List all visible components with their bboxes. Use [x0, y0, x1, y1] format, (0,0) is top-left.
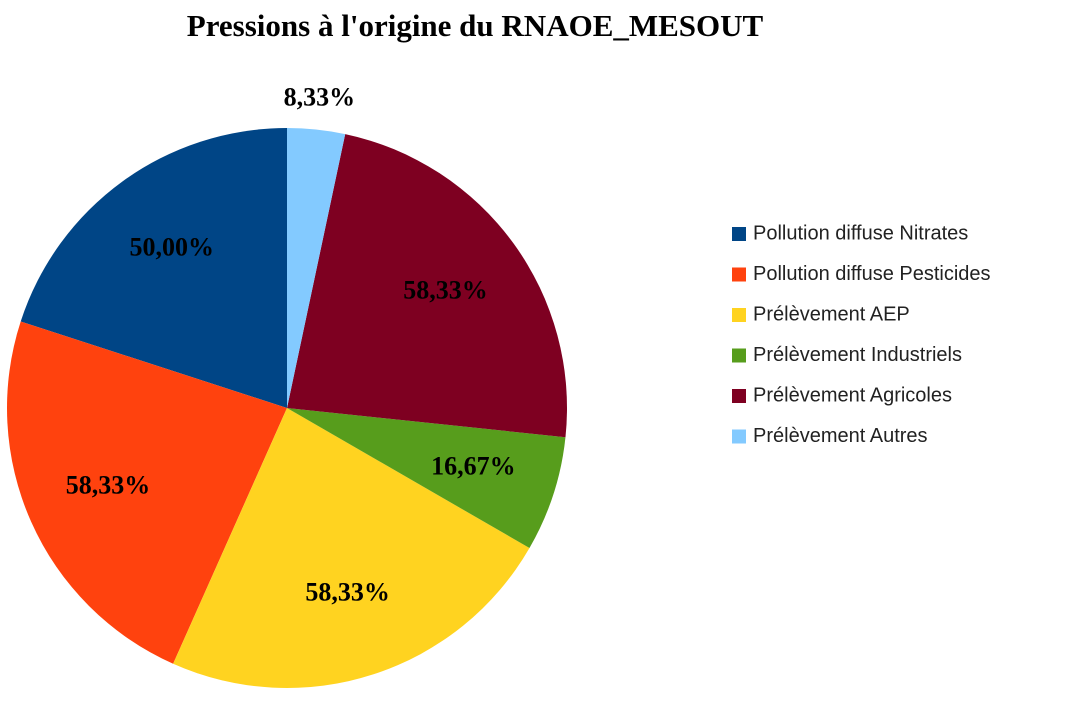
chart-title: Pressions à l'origine du RNAOE_MESOUT [187, 8, 764, 43]
value-label: 58,33% [66, 471, 151, 500]
value-label: 58,33% [403, 276, 488, 305]
pie-slice [7, 321, 288, 664]
pie-slice [173, 408, 530, 688]
legend-label: Pollution diffuse Nitrates [753, 222, 968, 244]
value-label: 58,33% [305, 577, 390, 606]
legend-label: Pollution diffuse Pesticides [753, 263, 991, 285]
pie-slice [20, 128, 287, 408]
legend-label: Prélèvement AEP [753, 303, 910, 325]
legend-swatch [732, 348, 746, 363]
value-label: 16,67% [431, 452, 516, 481]
legend-label: Prélèvement Autres [753, 425, 928, 447]
value-label: 50,00% [130, 232, 215, 261]
value-label: 8,33% [284, 83, 356, 112]
legend-swatch [732, 389, 746, 403]
pie-slice [287, 128, 346, 408]
legend-label: Prélèvement Industriels [753, 344, 962, 366]
pie-slice [287, 408, 566, 548]
legend-swatch [732, 429, 746, 444]
pie-slice [287, 134, 567, 438]
legend-label: Prélèvement Agricoles [753, 384, 952, 406]
legend-swatch [732, 227, 746, 241]
legend-swatch [732, 308, 746, 322]
legend-swatch [732, 267, 746, 282]
